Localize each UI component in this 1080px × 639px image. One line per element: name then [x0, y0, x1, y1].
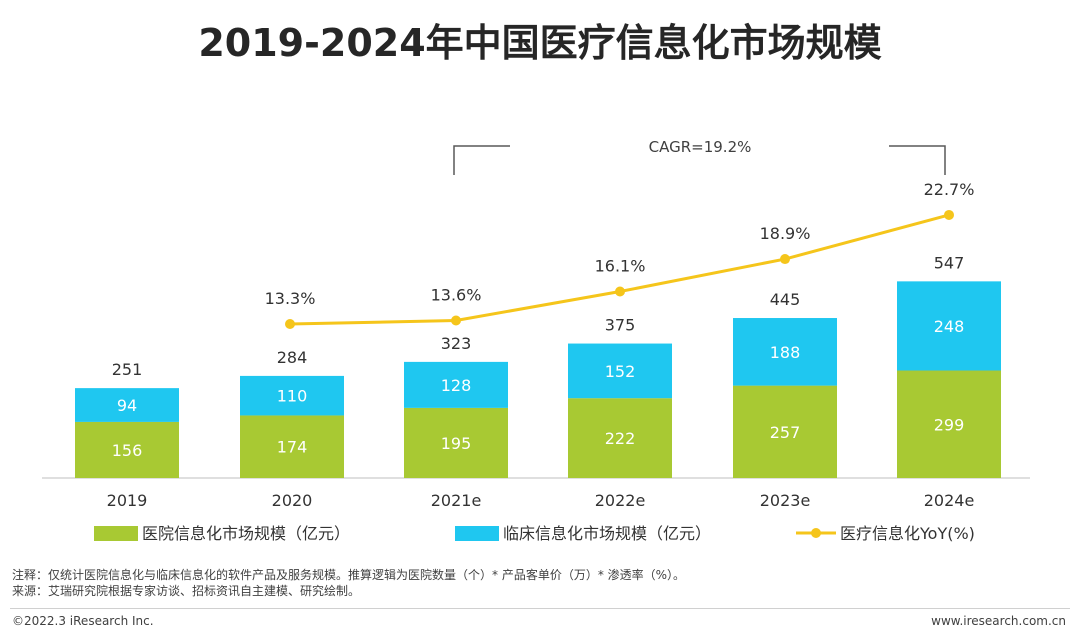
legend-hospital-label: 医院信息化市场规模（亿元） — [142, 524, 350, 543]
bar-clinical — [404, 361, 508, 408]
website-link[interactable]: www.iresearch.com.cn — [931, 614, 1066, 628]
cagr-bracket-left — [453, 145, 510, 175]
yoy-label: 18.9% — [760, 224, 811, 243]
x-tick-label: 2019 — [107, 491, 148, 510]
legend: 医院信息化市场规模（亿元） 临床信息化市场规模（亿元） 医疗信息化YoY(%) — [94, 524, 975, 543]
bar-hospital — [897, 370, 1001, 478]
bar-clinical — [733, 318, 837, 386]
bar-clinical — [568, 343, 672, 399]
source-line: 来源：艾瑞研究院根据专家访谈、招标资讯自主建模、研究绘制。 — [12, 584, 361, 598]
x-tick-label: 2021e — [431, 491, 482, 510]
bar-hospital-label: 174 — [277, 438, 308, 457]
market-size-chart: CAGR=19.2% 156 94 251 2019 174 110 284 2020 195 1… — [42, 138, 1030, 543]
bar-total-label: 284 — [277, 348, 308, 367]
legend-clinical-swatch — [455, 526, 499, 541]
bar-total-label: 323 — [441, 334, 472, 353]
bar-hospital-label: 195 — [441, 434, 472, 453]
bar-hospital-label: 299 — [934, 415, 965, 434]
legend-yoy-marker — [811, 528, 821, 538]
yoy-label: 22.7% — [924, 180, 975, 199]
yoy-label: 16.1% — [595, 257, 646, 276]
bar-total-label: 445 — [770, 290, 801, 309]
bar-hospital-label: 156 — [112, 441, 143, 460]
legend-hospital-swatch — [94, 526, 138, 541]
cagr-label: CAGR=19.2% — [649, 138, 752, 156]
legend-clinical-label: 临床信息化市场规模（亿元） — [503, 524, 711, 543]
bar-hospital — [733, 385, 837, 478]
bar-total-label: 251 — [112, 360, 143, 379]
bar-clinical-label: 94 — [117, 396, 137, 415]
notes: 注释：仅统计医院信息化与临床信息化的软件产品及服务规模。推算逻辑为医院数量（个）… — [12, 567, 685, 599]
bar-hospital-label: 257 — [770, 423, 801, 442]
bar-clinical-label: 128 — [441, 376, 472, 395]
x-tick-label: 2024e — [924, 491, 975, 510]
bar-hospital — [240, 415, 344, 478]
chart-title: 2019-2024年中国医疗信息化市场规模 — [198, 21, 882, 65]
yoy-point — [285, 319, 295, 329]
legend-yoy-label: 医疗信息化YoY(%) — [840, 524, 975, 543]
bar-hospital — [75, 421, 179, 478]
bar-total-label: 375 — [605, 316, 636, 335]
bar-clinical — [897, 281, 1001, 371]
yoy-point — [615, 286, 625, 297]
yoy-point — [451, 315, 461, 326]
x-tick-label: 2022e — [595, 491, 646, 510]
x-tick-label: 2023e — [760, 491, 811, 510]
note-line: 注释：仅统计医院信息化与临床信息化的软件产品及服务规模。推算逻辑为医院数量（个）… — [12, 568, 686, 582]
x-tick-label: 2020 — [272, 491, 313, 510]
yoy-point — [780, 254, 790, 265]
bar-hospital — [404, 407, 508, 478]
footer-divider — [10, 608, 1070, 609]
bar-clinical-label: 248 — [934, 317, 965, 336]
cagr-bracket-right — [889, 145, 946, 175]
copyright: ©2022.3 iResearch Inc. — [12, 614, 154, 628]
bar-clinical — [240, 375, 344, 416]
bar-clinical-label: 152 — [605, 362, 636, 381]
bar-clinical-label: 110 — [277, 387, 308, 406]
yoy-point — [944, 209, 954, 220]
bar-clinical-label: 188 — [770, 343, 801, 362]
bar-clinical — [75, 388, 179, 422]
yoy-label: 13.3% — [265, 289, 316, 308]
bar-total-label: 547 — [934, 253, 965, 272]
yoy-label: 13.6% — [431, 286, 482, 305]
cagr-annotation: CAGR=19.2% — [453, 138, 946, 175]
bar-hospital-label: 222 — [605, 429, 636, 448]
bar-hospital — [568, 398, 672, 478]
